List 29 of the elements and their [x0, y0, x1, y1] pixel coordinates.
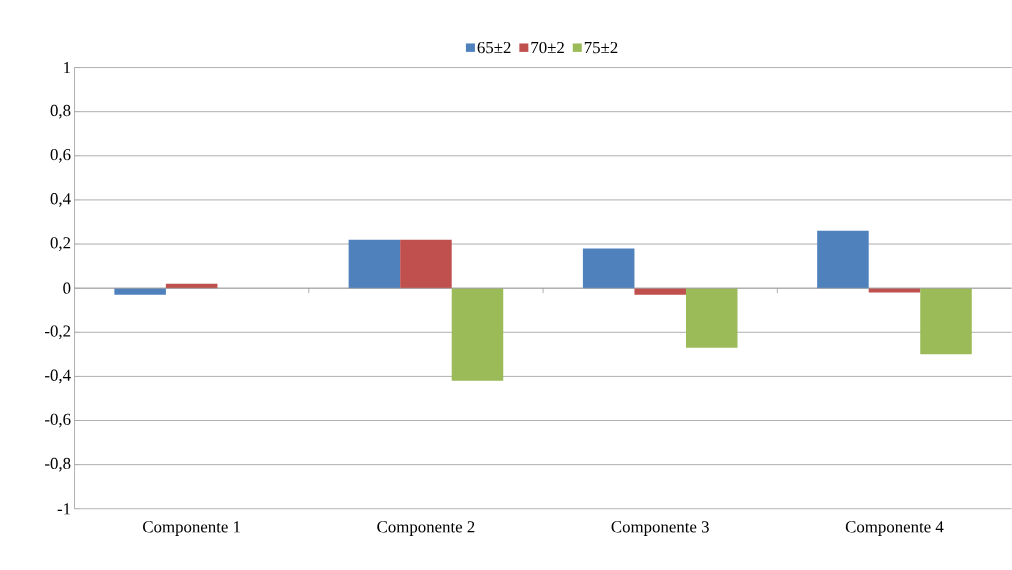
y-tick-label: 1 [64, 61, 71, 73]
y-tick-label: -0,4 [45, 369, 71, 384]
y-tick-label: -1 [57, 503, 71, 515]
y-tick-label: 0,4 [50, 192, 71, 207]
bar [114, 287, 166, 295]
y-tick-label: 0,6 [50, 148, 71, 163]
y-tick-label: -0,8 [45, 457, 71, 472]
bar [685, 287, 738, 348]
bar [582, 248, 635, 288]
y-tick-label: -0,2 [45, 325, 71, 339]
legend-label: 70±2 [531, 41, 564, 54]
x-tick-label: Componente 2 [377, 521, 475, 536]
y-tick-label: 0 [63, 282, 71, 294]
bar [920, 287, 972, 355]
legend-label: 75±2 [584, 41, 618, 54]
y-tick-label: 0,2 [50, 236, 71, 251]
bar [817, 230, 869, 288]
x-tick-label: Componente 4 [845, 521, 944, 536]
bar [348, 239, 401, 288]
bar [451, 287, 504, 381]
y-tick-label: 0,8 [50, 104, 71, 119]
bar [868, 287, 921, 293]
x-tick-label: Componente 3 [611, 521, 709, 536]
bar [634, 287, 686, 295]
legend-label: 65±2 [477, 41, 511, 54]
bar [400, 239, 452, 288]
x-tick-label: Componente 1 [143, 521, 240, 536]
bar [165, 283, 218, 288]
y-tick-label: -0,6 [45, 413, 71, 428]
